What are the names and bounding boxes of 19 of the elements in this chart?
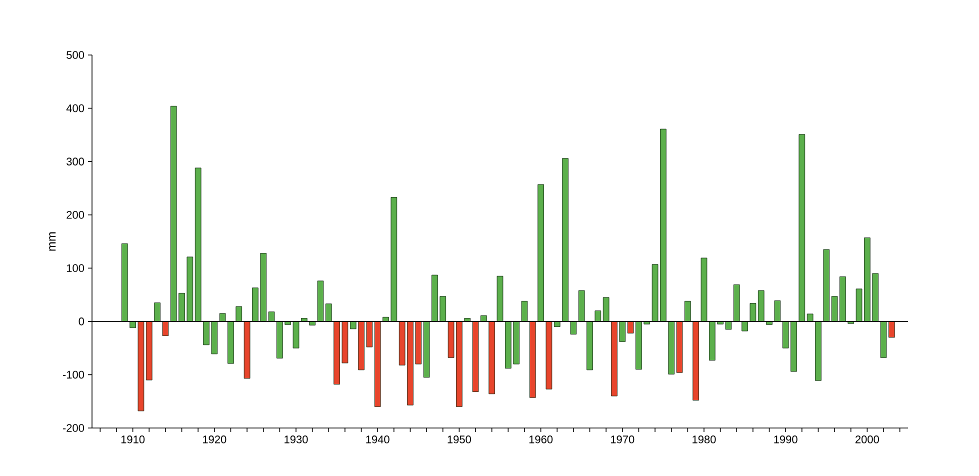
y-tick-label: 400 xyxy=(66,104,84,112)
y-tick-label: 200 xyxy=(66,210,84,219)
x-tick-label: 1940 xyxy=(366,436,390,444)
x-tick-label: 1920 xyxy=(203,436,226,444)
x-tick-label: 1980 xyxy=(692,436,716,444)
y-tick-label: 500 xyxy=(66,51,84,59)
y-tick-label: 300 xyxy=(66,158,84,166)
y-tick-label: -200 xyxy=(62,424,84,432)
x-tick-label: 1960 xyxy=(529,436,553,444)
x-tick-label: 2000 xyxy=(856,436,879,444)
x-tick-label: 1910 xyxy=(121,436,145,444)
y-tick-label: -100 xyxy=(62,370,84,379)
y-axis-title: mm xyxy=(49,232,56,251)
x-tick-label: 1970 xyxy=(611,436,634,444)
y-tick-label: 100 xyxy=(66,264,84,272)
y-tick-label: 0 xyxy=(78,318,84,326)
x-tick-label: 1950 xyxy=(448,436,471,444)
x-tick-label: 1990 xyxy=(774,436,798,444)
x-tick-label: 1930 xyxy=(284,436,308,444)
